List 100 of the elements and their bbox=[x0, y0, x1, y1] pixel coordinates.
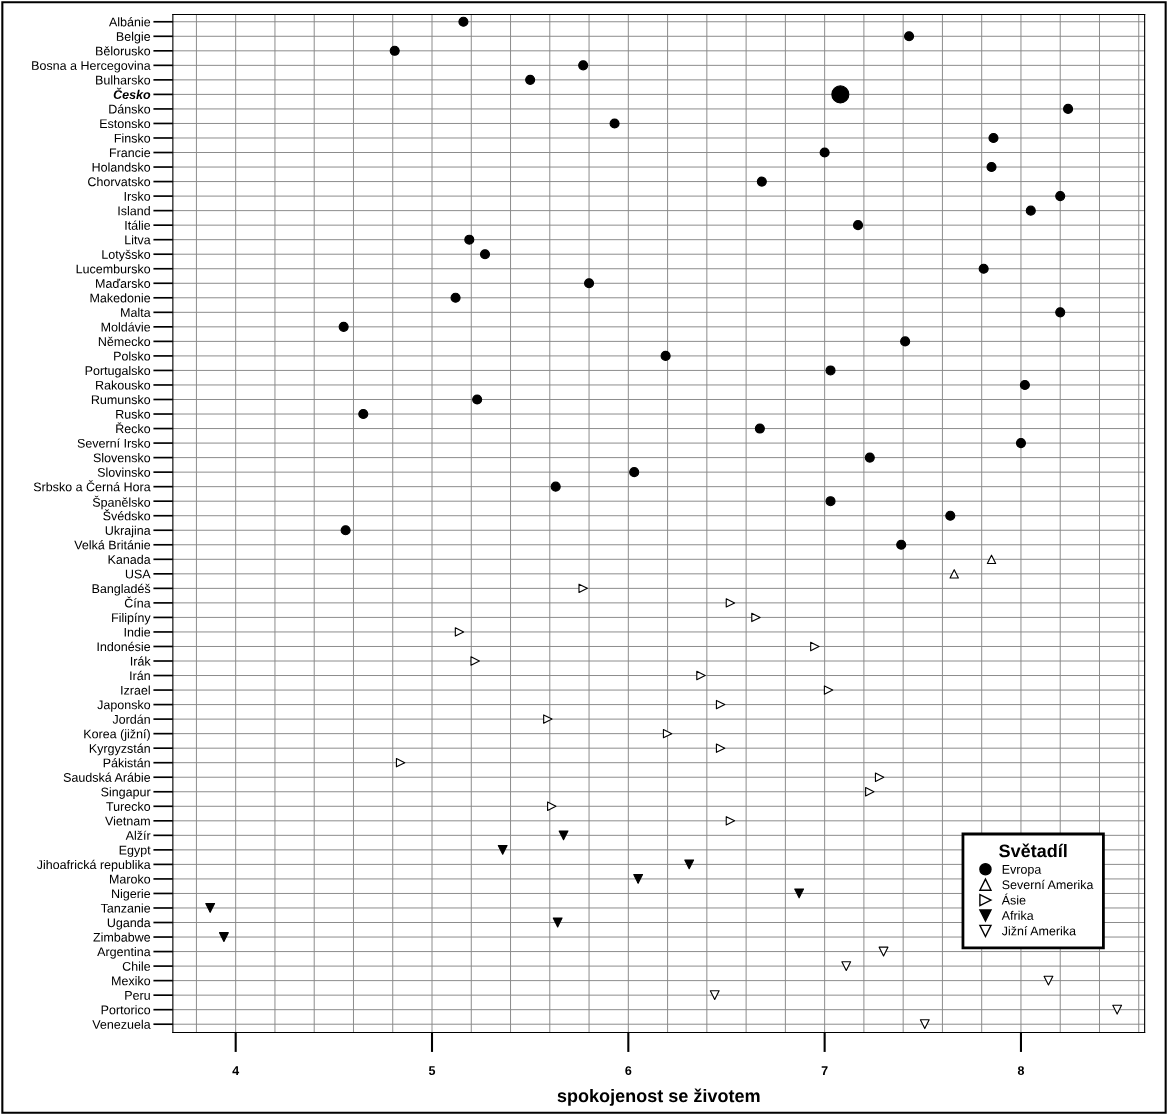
point bbox=[543, 714, 553, 724]
y-tick-label: Srbsko a Černá Hora bbox=[33, 480, 151, 492]
point bbox=[831, 85, 850, 104]
y-tick-label: Filipíny bbox=[112, 612, 151, 625]
point bbox=[725, 816, 736, 826]
y-tick-label: Polsko bbox=[114, 351, 151, 361]
point bbox=[825, 496, 836, 507]
y-tick-label: Uganda bbox=[107, 917, 151, 930]
y-tick-label: Čína bbox=[124, 596, 151, 608]
y-tick-label: Malta bbox=[121, 307, 151, 317]
point bbox=[825, 365, 836, 376]
point bbox=[1019, 379, 1030, 391]
point bbox=[395, 757, 406, 768]
y-tick-label: Chorvatsko bbox=[88, 177, 151, 187]
y-tick-label: Peru bbox=[125, 991, 150, 1000]
y-tick-label: Albánie bbox=[108, 17, 151, 27]
x-tick-label: 5 bbox=[428, 1066, 436, 1076]
point bbox=[340, 525, 351, 536]
point bbox=[497, 844, 508, 855]
y-tick-label: Rakousko bbox=[96, 380, 151, 390]
y-tick-label: Izrael bbox=[121, 685, 150, 695]
point bbox=[865, 787, 875, 797]
point bbox=[550, 481, 561, 492]
point bbox=[547, 801, 557, 812]
point bbox=[660, 350, 671, 361]
y-tick-label: Španělsko bbox=[92, 495, 151, 510]
y-tick-label: Kanada bbox=[108, 554, 151, 564]
point bbox=[1055, 191, 1066, 202]
point bbox=[945, 510, 956, 521]
y-tick-label: Německo bbox=[98, 336, 151, 347]
y-tick-label: Mexiko bbox=[112, 976, 151, 986]
point bbox=[709, 990, 720, 1001]
point bbox=[1043, 975, 1054, 986]
point bbox=[558, 830, 569, 841]
y-tick-label: Maroko bbox=[109, 874, 151, 884]
y-tick-label: Pákistán bbox=[103, 758, 150, 768]
legend-label: Jižní Amerika bbox=[1001, 926, 1077, 936]
y-tick-label: Bangladéš bbox=[92, 583, 151, 596]
point bbox=[878, 946, 889, 957]
y-tick-label: Lotyšsko bbox=[102, 249, 151, 262]
y-tick-label: Indie bbox=[124, 627, 151, 637]
y-tick-label: Portorico bbox=[101, 1005, 151, 1015]
x-tick-label: 6 bbox=[625, 1066, 632, 1076]
x-axis-title: spokojenost se životem bbox=[557, 1088, 760, 1106]
point bbox=[358, 408, 369, 420]
point bbox=[794, 888, 805, 899]
y-tick-label: Korea (jižní) bbox=[84, 729, 150, 741]
y-tick-label: Litva bbox=[125, 235, 151, 245]
point bbox=[684, 859, 695, 870]
y-tick-label: Saudská Arábie bbox=[63, 772, 151, 782]
point bbox=[470, 656, 480, 666]
y-tick-label: Francie bbox=[109, 147, 151, 158]
point bbox=[696, 670, 706, 681]
y-tick-label: Singapur bbox=[101, 787, 151, 799]
y-tick-label: Vietnam bbox=[105, 816, 150, 826]
point bbox=[715, 743, 726, 753]
y-tick-label: Indonésie bbox=[97, 641, 151, 652]
x-tick-label: 4 bbox=[232, 1066, 240, 1075]
y-tick-label: Rusko bbox=[116, 409, 151, 419]
y-tick-label: Irsko bbox=[124, 191, 151, 201]
point bbox=[1063, 103, 1074, 114]
y-tick-label: Bulharsko bbox=[96, 75, 151, 85]
point bbox=[629, 467, 640, 478]
point bbox=[986, 161, 997, 173]
point bbox=[464, 234, 475, 245]
point bbox=[450, 292, 461, 303]
y-tick-label: Dánsko bbox=[109, 104, 151, 114]
y-tick-label: Řecko bbox=[116, 422, 151, 434]
y-tick-label: Lucembursko bbox=[76, 264, 151, 274]
point bbox=[662, 728, 673, 739]
y-tick-label: Egypt bbox=[119, 845, 151, 857]
legend-label: Severní Amerika bbox=[1002, 879, 1094, 890]
point bbox=[454, 627, 465, 637]
point bbox=[756, 176, 767, 187]
y-tick-label: Česko bbox=[113, 87, 151, 100]
legend-label: Evropa bbox=[1002, 865, 1042, 877]
y-tick-label: Kyrgyzstán bbox=[89, 743, 150, 756]
point bbox=[472, 394, 483, 405]
point bbox=[578, 583, 588, 594]
y-tick-label: Argentina bbox=[97, 947, 151, 959]
y-tick-label: Moldávie bbox=[101, 322, 151, 332]
point bbox=[1112, 1004, 1123, 1015]
point bbox=[725, 598, 736, 608]
point bbox=[1055, 307, 1066, 318]
point bbox=[584, 278, 595, 289]
y-tick-label: Severní Irsko bbox=[77, 438, 151, 448]
y-tick-label: Finsko bbox=[114, 133, 151, 143]
y-tick-label: Island bbox=[118, 206, 150, 216]
point bbox=[874, 772, 885, 782]
y-tick-label: Švédsko bbox=[103, 509, 151, 521]
y-tick-label: Makedonie bbox=[90, 293, 151, 303]
legend-label: Ásie bbox=[1001, 893, 1026, 905]
y-tick-label: Irán bbox=[130, 670, 150, 681]
point bbox=[919, 1019, 930, 1030]
y-tick-label: Velká Británie bbox=[74, 540, 151, 550]
y-tick-label: Venezuela bbox=[92, 1019, 151, 1029]
y-tick-label: Estonsko bbox=[100, 118, 151, 129]
y-tick-label: Rumunsko bbox=[91, 394, 151, 405]
point bbox=[458, 16, 469, 27]
point bbox=[389, 45, 400, 56]
